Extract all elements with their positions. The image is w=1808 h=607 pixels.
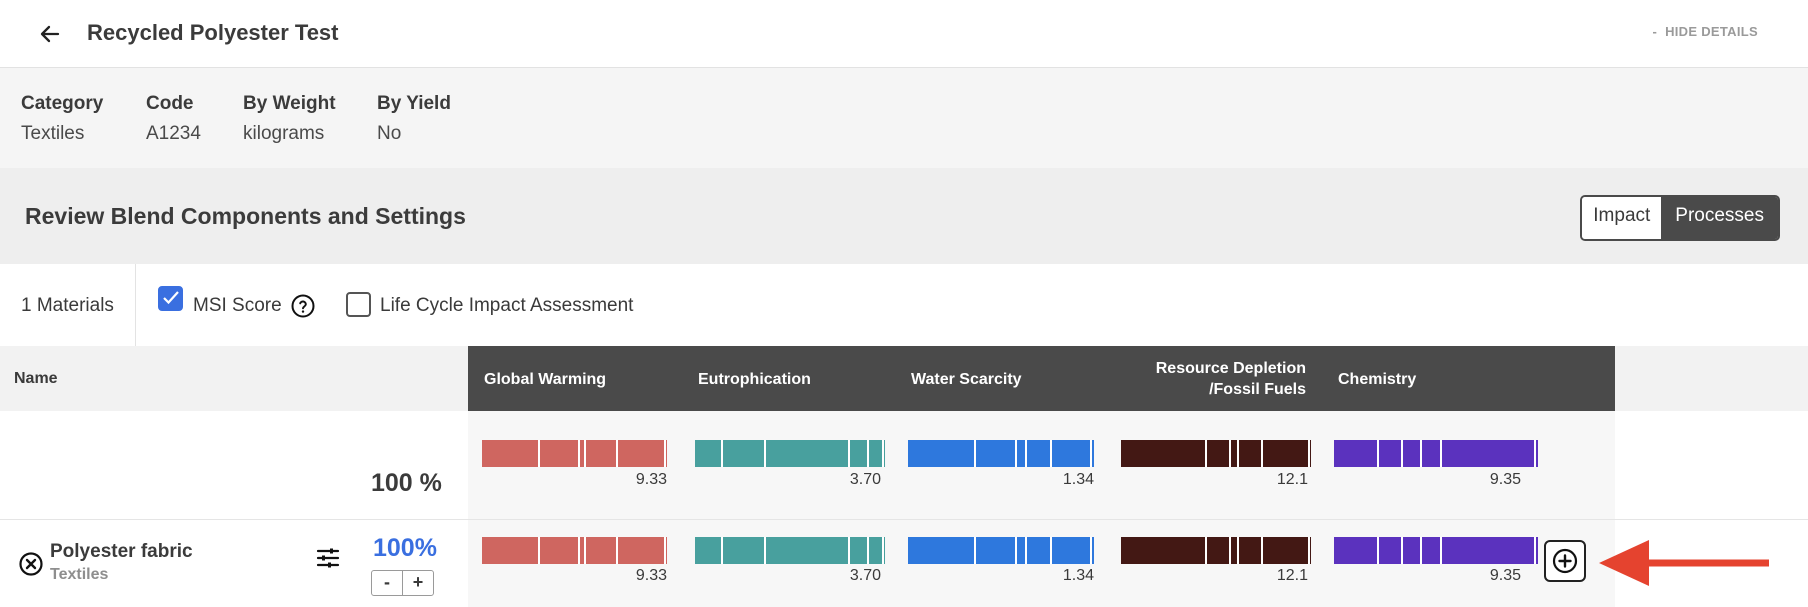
close-circle-icon[interactable] [19, 552, 43, 576]
red-arrow-icon [1599, 540, 1769, 586]
sliders-icon[interactable] [316, 546, 340, 570]
bar-water-scarcity-item [908, 537, 1094, 564]
meta-category: Category Textiles [21, 93, 103, 145]
material-category: Textiles [50, 566, 109, 583]
value-eutrophication-total: 3.70 [849, 471, 881, 488]
back-button[interactable] [34, 18, 66, 50]
hide-details-label: HIDE DETAILS [1665, 24, 1758, 39]
meta-by-weight: By Weight kilograms [243, 93, 336, 145]
column-header-resource-depletion-line2: /Fossil Fuels [1209, 381, 1306, 398]
view-toggle: Impact Processes [1580, 195, 1780, 241]
increment-button[interactable]: + [402, 571, 433, 595]
bar-global-warming-item [482, 537, 667, 564]
msi-score-label: MSI Score [193, 295, 282, 316]
value-water-scarcity-total: 1.34 [1062, 471, 1094, 488]
hide-details-button[interactable]: - HIDE DETAILS [1652, 24, 1758, 39]
bar-eutrophication-total [695, 440, 885, 467]
page-title: Recycled Polyester Test [87, 20, 339, 45]
value-resource-depletion-total: 12.1 [1276, 471, 1308, 488]
review-section-header: Review Blend Components and Settings Imp… [0, 168, 1808, 264]
meta-value: kilograms [243, 123, 325, 144]
table-row [0, 520, 1808, 607]
bar-resource-depletion-total [1121, 440, 1311, 467]
value-global-warming-total: 9.33 [635, 471, 667, 488]
value-global-warming-item: 9.33 [635, 567, 667, 584]
value-resource-depletion-item: 12.1 [1276, 567, 1308, 584]
impact-header-band [468, 346, 1615, 411]
add-material-button[interactable] [1544, 540, 1586, 582]
msi-score-checkbox[interactable] [158, 286, 183, 311]
column-header-water-scarcity: Water Scarcity [911, 371, 1022, 388]
column-header-chemistry: Chemistry [1338, 371, 1417, 388]
column-header-global-warming: Global Warming [484, 371, 607, 388]
filter-bar: 1 Materials [0, 264, 1808, 347]
lcia-label: Life Cycle Impact Assessment [380, 295, 634, 316]
toggle-impact[interactable]: Impact [1582, 197, 1662, 239]
table-header: Name [0, 346, 1808, 412]
percent-stepper: - + [371, 570, 434, 596]
bar-global-warming-total [482, 440, 667, 467]
column-header-resource-depletion: Resource Depletion [1155, 360, 1306, 377]
material-name: Polyester fabric [50, 541, 193, 562]
bar-resource-depletion-item [1121, 537, 1311, 564]
value-chemistry-item: 9.35 [1489, 567, 1521, 584]
decrement-button[interactable]: - [384, 572, 390, 592]
bar-chemistry-item [1334, 537, 1538, 564]
meta-value: Textiles [21, 123, 85, 144]
column-header-name: Name [14, 370, 58, 387]
value-chemistry-total: 9.35 [1489, 471, 1521, 488]
material-percent[interactable]: 100% [373, 534, 437, 562]
section-title: Review Blend Components and Settings [25, 203, 466, 229]
meta-label: Category [21, 93, 104, 114]
plus-circle-icon [1552, 548, 1578, 574]
value-water-scarcity-item: 1.34 [1062, 567, 1094, 584]
meta-label: By Yield [377, 93, 451, 114]
total-percent: 100 % [371, 469, 442, 497]
bar-water-scarcity-total [908, 440, 1094, 467]
help-circle-icon[interactable] [291, 294, 315, 318]
value-eutrophication-item: 3.70 [849, 567, 881, 584]
check-icon [163, 291, 179, 305]
lcia-checkbox[interactable] [346, 292, 371, 317]
bar-chemistry-total [1334, 440, 1538, 467]
divider [135, 264, 136, 346]
meta-label: Code [146, 93, 194, 114]
material-meta: Category Textiles Code A1234 By Weight k… [0, 68, 1808, 168]
materials-count: 1 Materials [21, 295, 114, 316]
bar-eutrophication-item [695, 537, 885, 564]
meta-label: By Weight [243, 93, 336, 114]
arrow-left-icon [40, 25, 60, 43]
toggle-processes[interactable]: Processes [1661, 197, 1778, 239]
meta-by-yield: By Yield No [377, 93, 451, 145]
meta-value: No [377, 123, 402, 144]
top-bar: Recycled Polyester Test - HIDE DETAILS [0, 0, 1808, 68]
meta-value: A1234 [146, 123, 201, 144]
column-header-eutrophication: Eutrophication [698, 371, 811, 388]
meta-code: Code A1234 [146, 93, 201, 145]
hide-details-prefix: - [1652, 24, 1658, 39]
